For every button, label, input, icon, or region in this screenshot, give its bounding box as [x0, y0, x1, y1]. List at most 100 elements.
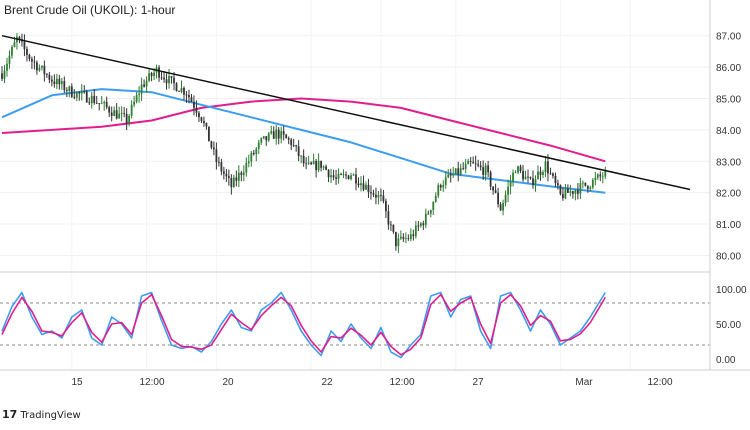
candle-body — [215, 149, 218, 162]
candle-body — [45, 74, 48, 76]
stochastic-tick-label: 0.00 — [716, 355, 736, 366]
candle-body — [11, 46, 13, 56]
candle-body — [367, 184, 370, 193]
candle-body — [322, 166, 325, 168]
candle-body — [213, 147, 215, 150]
time-tick-label: 20 — [222, 377, 234, 388]
candle-body — [340, 173, 342, 175]
candle-body — [502, 202, 504, 211]
candle-body — [158, 67, 160, 78]
candle-body — [38, 67, 41, 71]
candle-body — [247, 161, 250, 163]
candle-body — [562, 194, 564, 199]
candle-body — [532, 178, 534, 186]
candle-body — [459, 168, 462, 175]
candle-body — [245, 162, 248, 173]
candle-body — [63, 81, 66, 91]
candle-body — [462, 168, 465, 170]
candle-body — [208, 126, 210, 142]
candle-body — [100, 103, 103, 105]
candle-body — [542, 172, 544, 175]
candle-body — [524, 176, 527, 180]
candle-body — [70, 86, 73, 97]
candle-body — [504, 194, 507, 203]
candle-body — [1, 73, 3, 79]
candle-body — [499, 204, 502, 211]
candle-body — [554, 175, 557, 184]
candle-body — [31, 58, 33, 62]
candle-body — [26, 48, 28, 55]
candle-body — [362, 183, 365, 190]
candle-body — [118, 113, 121, 119]
candle-body — [591, 179, 594, 188]
candle-body — [449, 174, 452, 176]
candle-body — [479, 165, 482, 168]
candle-body — [552, 173, 554, 176]
candle-body — [342, 174, 345, 176]
candle-body — [282, 131, 285, 135]
candle-body — [300, 155, 303, 157]
candle-body — [370, 192, 372, 194]
price-tick-label: 81.00 — [716, 220, 741, 231]
price-tick-label: 84.00 — [716, 126, 741, 137]
candle-body — [252, 152, 255, 155]
candle-body — [230, 177, 233, 188]
candle-body — [312, 161, 315, 165]
candle-body — [235, 177, 238, 181]
candle-body — [350, 175, 352, 180]
candle-body — [599, 174, 602, 177]
candle-body — [98, 103, 101, 104]
candle-body — [407, 238, 410, 240]
candle-body — [18, 36, 21, 40]
candle-body — [604, 169, 607, 177]
candle-body — [95, 102, 98, 104]
candle-body — [534, 179, 537, 186]
candle-body — [330, 175, 332, 178]
price-tick-label: 87.00 — [716, 32, 741, 43]
candle-body — [128, 115, 131, 124]
candle-body — [390, 224, 392, 226]
candle-body — [148, 73, 150, 81]
candle-body — [437, 185, 440, 196]
candle-body — [512, 172, 514, 182]
candle-body — [83, 91, 86, 92]
candle-body — [432, 201, 435, 211]
candle-body — [225, 173, 228, 177]
candle-body — [514, 172, 517, 174]
candle-body — [596, 174, 599, 178]
candle-body — [477, 164, 480, 166]
candle-body — [58, 78, 61, 85]
candle-body — [360, 183, 362, 186]
candle-body — [467, 161, 470, 165]
candle-body — [337, 173, 340, 179]
candle-body — [377, 194, 380, 198]
candle-body — [275, 129, 278, 139]
candle-body — [93, 95, 96, 103]
candle-body — [394, 231, 397, 247]
candle-body — [80, 91, 83, 94]
candle-body — [352, 174, 355, 176]
candle-body — [105, 101, 108, 108]
candle-body — [452, 174, 455, 176]
candle-body — [190, 97, 193, 102]
candle-body — [195, 107, 198, 113]
time-tick-label: 12:00 — [139, 377, 164, 388]
candle-body — [380, 194, 382, 196]
candle-body — [419, 223, 422, 227]
candle-body — [519, 166, 522, 171]
candle-body — [494, 190, 497, 193]
candle-body — [357, 183, 360, 186]
candle-body — [188, 95, 190, 98]
candle-body — [581, 182, 584, 184]
candle-body — [325, 166, 327, 170]
candle-body — [68, 86, 71, 91]
candle-body — [265, 136, 268, 141]
candle-body — [103, 101, 106, 104]
candle-body — [150, 73, 153, 77]
candle-body — [65, 90, 68, 92]
candle-body — [579, 183, 582, 194]
candle-body — [50, 79, 53, 82]
candle-body — [205, 123, 208, 127]
candle-body — [412, 234, 415, 237]
candle-body — [85, 91, 88, 103]
